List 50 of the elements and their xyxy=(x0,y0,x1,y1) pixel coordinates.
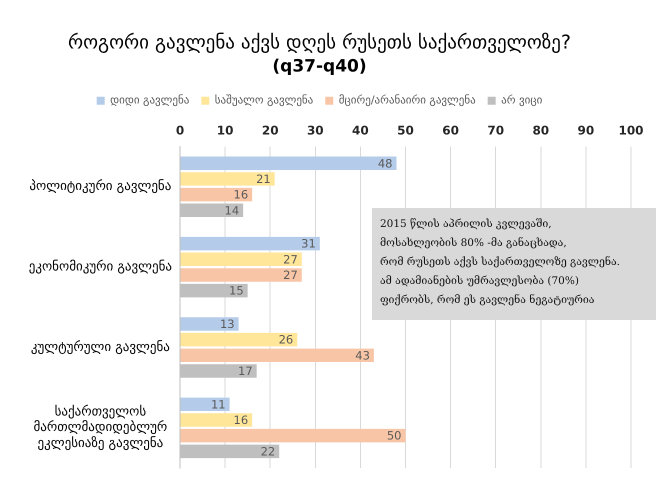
data-label: 21 xyxy=(256,172,271,186)
y-tick-label: საქართველოს მართლმადიდებლურ ეკლესიაზე გავლენა xyxy=(34,404,168,451)
bar xyxy=(180,268,302,282)
x-tick-label: 10 xyxy=(216,124,234,138)
bar xyxy=(180,398,230,412)
y-tick-label: კულტურული გავლენა xyxy=(30,340,170,355)
data-label: 14 xyxy=(224,203,240,218)
bar xyxy=(180,413,252,427)
x-tick-label: 90 xyxy=(578,124,594,138)
bar xyxy=(180,317,239,331)
x-tick-label: 30 xyxy=(306,124,324,138)
legend-label: დიდი გავლენა xyxy=(110,94,190,107)
bar xyxy=(180,236,320,250)
x-tick-label: 40 xyxy=(352,124,369,138)
legend-label: მცირე/არანაირი გავლენა xyxy=(338,94,476,107)
x-tick-label: 70 xyxy=(487,124,504,138)
x-tick-label: 100 xyxy=(618,124,644,138)
data-label: 17 xyxy=(238,364,253,378)
chart-title: როგორი გავლენა აქვს დღეს რუსეთს საქართველოზე? xyxy=(68,31,572,54)
bar xyxy=(180,188,252,202)
data-label: 11 xyxy=(210,397,226,412)
chart-subtitle: (q37-q40) xyxy=(272,56,367,76)
data-label: 48 xyxy=(378,156,392,170)
data-label: 16 xyxy=(234,412,248,427)
data-label: 31 xyxy=(301,236,316,251)
bar xyxy=(180,252,302,266)
y-tick-label: პოლიტიკური გავლენა xyxy=(29,179,172,194)
data-label: 16 xyxy=(234,188,248,202)
legend-label: საშუალო გავლენა xyxy=(214,94,314,107)
y-tick-label: ეკონომიკური გავლენა xyxy=(28,260,172,274)
x-tick-label: 80 xyxy=(532,124,550,138)
data-label: 27 xyxy=(283,268,298,282)
legend-label: არ ვიცი xyxy=(501,94,543,107)
annotation: 2015 წლის აპრილის კვლევაში, მოსახლეობის 80% -მა განაცხადა, რომ რუსეთს აქვს საქართველოზე გავლენა. ამ ადამიანების უმრავლესობა (70%) ფიქრობს, რომ ეს გავლენა ნეგატიურია xyxy=(380,217,622,308)
x-tick-label: 0 xyxy=(176,124,184,138)
data-label: 26 xyxy=(278,332,294,347)
data-label: 13 xyxy=(220,316,235,331)
bar xyxy=(180,156,396,170)
data-label: 27 xyxy=(283,252,298,266)
x-tick-label: 50 xyxy=(397,124,414,138)
bar xyxy=(180,172,275,186)
data-label: 15 xyxy=(229,284,244,298)
x-tick-label: 60 xyxy=(442,124,459,138)
data-label: 50 xyxy=(386,428,402,443)
data-label: 22 xyxy=(260,444,276,458)
x-tick-label: 20 xyxy=(262,124,279,138)
bar xyxy=(180,428,406,442)
data-label: 43 xyxy=(355,348,370,362)
bar xyxy=(180,332,298,346)
bar xyxy=(180,348,374,362)
